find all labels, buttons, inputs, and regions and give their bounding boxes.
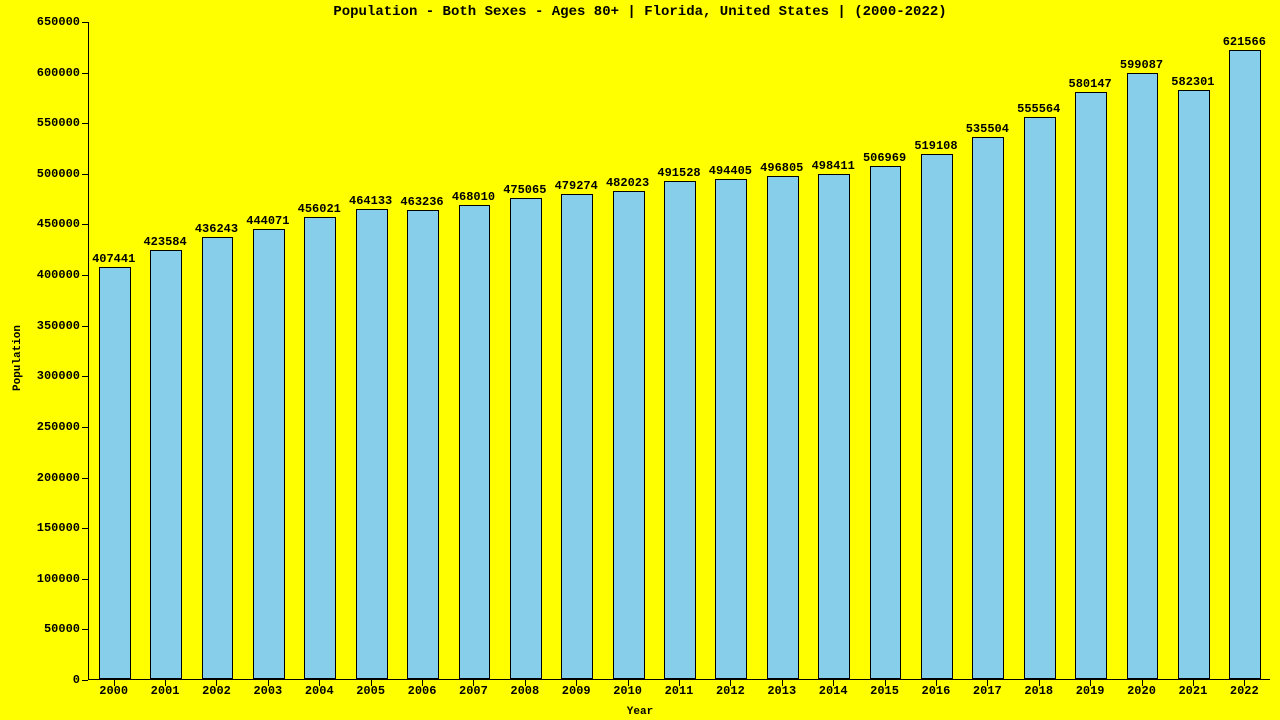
- y-tick-label: 300000: [22, 369, 80, 383]
- bar-value-label: 582301: [1163, 75, 1223, 89]
- bar-value-label: 621566: [1214, 35, 1274, 49]
- bar: [407, 210, 439, 679]
- bar-value-label: 555564: [1009, 102, 1069, 116]
- x-tick-label: 2011: [653, 684, 704, 698]
- bar: [767, 176, 799, 679]
- x-tick-label: 2007: [448, 684, 499, 698]
- y-tick-label: 350000: [22, 319, 80, 333]
- y-tick-label: 500000: [22, 167, 80, 181]
- bar-value-label: 444071: [238, 214, 298, 228]
- bar: [202, 237, 234, 679]
- y-tick-mark: [82, 275, 88, 276]
- y-tick-label: 0: [22, 673, 80, 687]
- x-tick-label: 2002: [191, 684, 242, 698]
- bar-value-label: 423584: [135, 235, 195, 249]
- y-tick-mark: [82, 174, 88, 175]
- bar: [870, 166, 902, 679]
- x-tick-label: 2006: [396, 684, 447, 698]
- bar-value-label: 407441: [84, 252, 144, 266]
- x-tick-label: 2005: [345, 684, 396, 698]
- bar-value-label: 599087: [1112, 58, 1172, 72]
- y-tick-mark: [82, 629, 88, 630]
- bar: [304, 217, 336, 679]
- x-tick-label: 2010: [602, 684, 653, 698]
- y-tick-label: 200000: [22, 471, 80, 485]
- y-tick-mark: [82, 528, 88, 529]
- y-tick-label: 450000: [22, 217, 80, 231]
- population-bar-chart: Population - Both Sexes - Ages 80+ | Flo…: [0, 0, 1280, 720]
- x-tick-label: 2008: [499, 684, 550, 698]
- bar: [1229, 50, 1261, 679]
- y-tick-mark: [82, 376, 88, 377]
- y-tick-label: 50000: [22, 622, 80, 636]
- x-tick-label: 2001: [139, 684, 190, 698]
- y-tick-label: 600000: [22, 66, 80, 80]
- bar: [510, 198, 542, 679]
- y-tick-mark: [82, 73, 88, 74]
- x-tick-label: 2016: [910, 684, 961, 698]
- x-tick-label: 2014: [807, 684, 858, 698]
- bar: [818, 174, 850, 679]
- y-tick-mark: [82, 680, 88, 681]
- x-tick-label: 2022: [1219, 684, 1270, 698]
- y-tick-label: 250000: [22, 420, 80, 434]
- y-tick-mark: [82, 326, 88, 327]
- bar-value-label: 580147: [1060, 77, 1120, 91]
- bar: [1127, 73, 1159, 679]
- bar: [972, 137, 1004, 679]
- x-tick-label: 2021: [1167, 684, 1218, 698]
- y-tick-label: 400000: [22, 268, 80, 282]
- x-tick-label: 2003: [242, 684, 293, 698]
- x-tick-label: 2009: [551, 684, 602, 698]
- bar: [99, 267, 131, 679]
- y-tick-mark: [82, 22, 88, 23]
- x-tick-label: 2018: [1013, 684, 1064, 698]
- bar-value-label: 519108: [906, 139, 966, 153]
- bar: [1024, 117, 1056, 679]
- bar-value-label: 506969: [855, 151, 915, 165]
- bar: [715, 179, 747, 679]
- bar: [613, 191, 645, 679]
- chart-title: Population - Both Sexes - Ages 80+ | Flo…: [0, 4, 1280, 20]
- y-tick-label: 150000: [22, 521, 80, 535]
- bar: [150, 250, 182, 679]
- plot-area: [88, 22, 1270, 680]
- y-tick-label: 650000: [22, 15, 80, 29]
- y-tick-mark: [82, 478, 88, 479]
- x-tick-label: 2012: [705, 684, 756, 698]
- y-tick-mark: [82, 224, 88, 225]
- y-tick-label: 550000: [22, 116, 80, 130]
- bar: [356, 209, 388, 679]
- bar-value-label: 535504: [957, 122, 1017, 136]
- x-tick-label: 2000: [88, 684, 139, 698]
- x-axis-label: Year: [0, 706, 1280, 718]
- y-tick-mark: [82, 427, 88, 428]
- bar: [921, 154, 953, 679]
- x-tick-label: 2004: [294, 684, 345, 698]
- y-tick-label: 100000: [22, 572, 80, 586]
- bar: [561, 194, 593, 679]
- bar: [1178, 90, 1210, 679]
- x-tick-label: 2019: [1064, 684, 1115, 698]
- x-tick-label: 2015: [859, 684, 910, 698]
- x-tick-label: 2013: [756, 684, 807, 698]
- bar: [1075, 92, 1107, 679]
- x-tick-label: 2020: [1116, 684, 1167, 698]
- x-tick-label: 2017: [962, 684, 1013, 698]
- bar: [664, 181, 696, 679]
- bar: [459, 205, 491, 679]
- bar: [253, 229, 285, 679]
- y-tick-mark: [82, 123, 88, 124]
- y-tick-mark: [82, 579, 88, 580]
